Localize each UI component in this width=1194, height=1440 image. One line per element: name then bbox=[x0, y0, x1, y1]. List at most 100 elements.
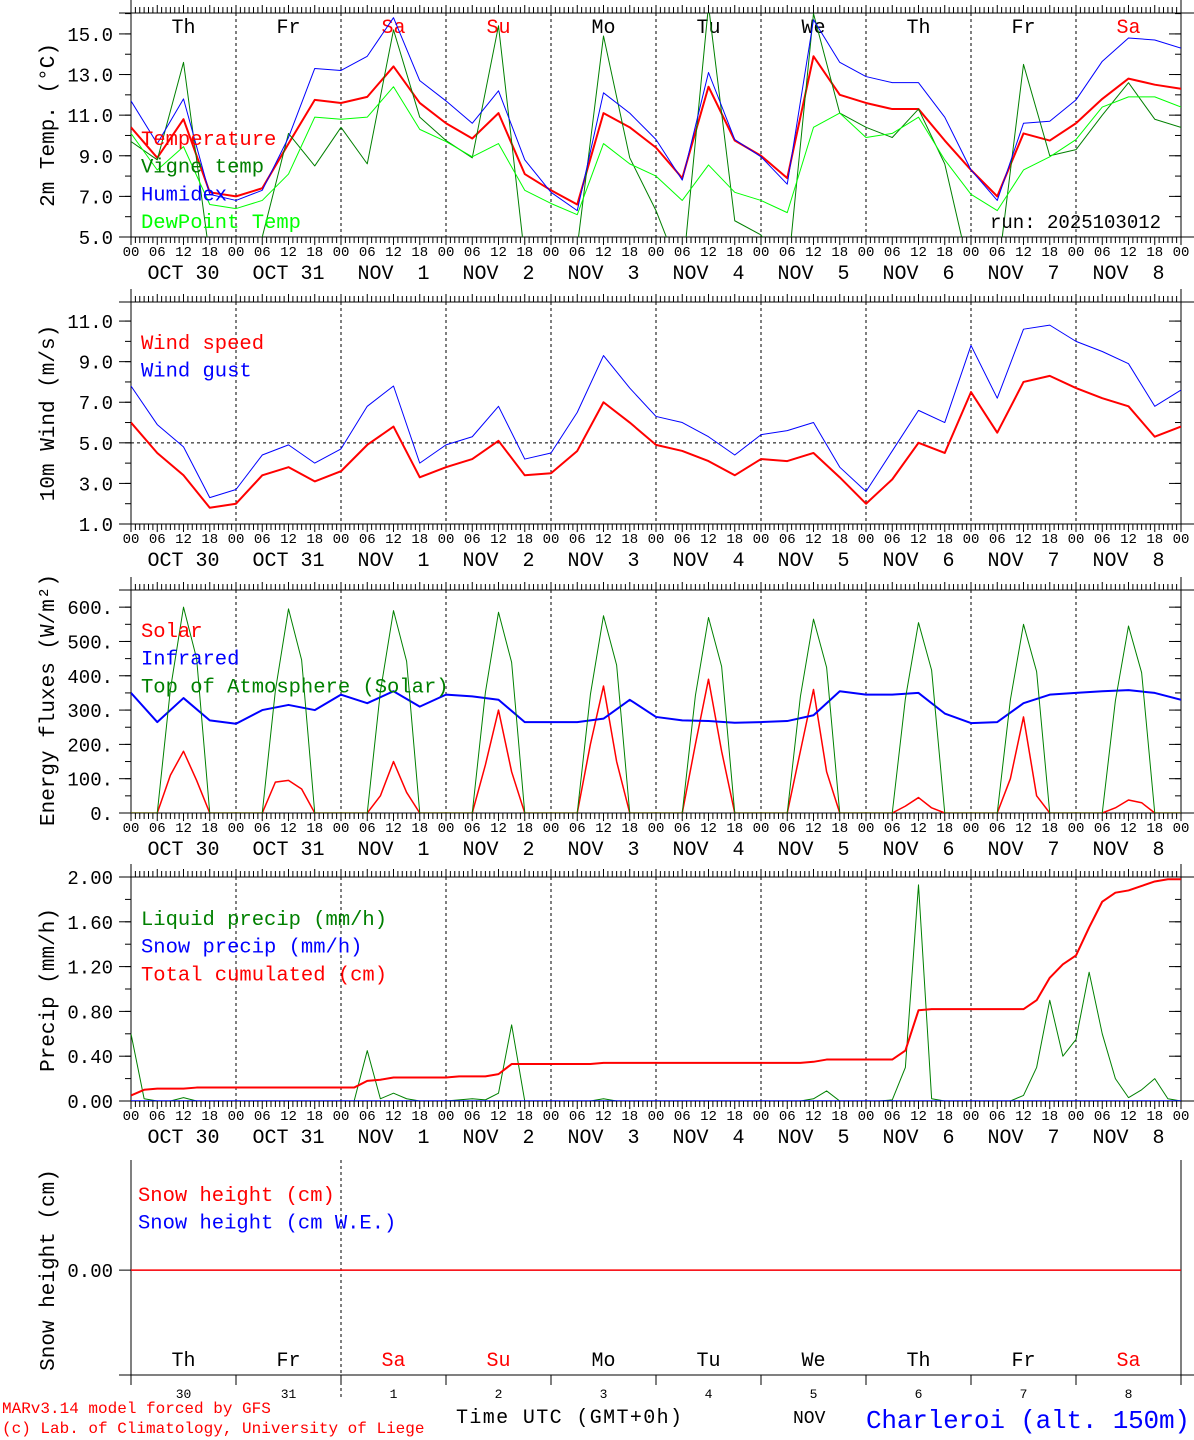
x-hour-label: 06 bbox=[1094, 532, 1111, 548]
legend-entry: Solar bbox=[141, 621, 203, 644]
x-hour-label: 00 bbox=[123, 1109, 140, 1125]
top-hour-ticks bbox=[130, 5, 1182, 13]
x-hour-label: 12 bbox=[1120, 1109, 1137, 1125]
x-date-label: NOV 4 bbox=[672, 263, 744, 286]
x-hour-label: 18 bbox=[726, 245, 743, 261]
y-tick-label: 9.0 bbox=[79, 353, 113, 375]
series-group bbox=[131, 324, 1181, 509]
x-hour-label: 00 bbox=[963, 532, 980, 548]
x-hour-label: 06 bbox=[1094, 821, 1111, 837]
weekday-label: Sa bbox=[381, 17, 405, 40]
x-hour-label: 00 bbox=[963, 1109, 980, 1125]
x-hour-label: 00 bbox=[858, 532, 875, 548]
x-hour-label: 00 bbox=[648, 821, 665, 837]
series-line-total-cumulated-cm bbox=[131, 878, 1181, 1097]
x-hour-label: 06 bbox=[674, 1109, 691, 1125]
y-tick-label: 5.0 bbox=[79, 434, 113, 456]
y-tick-label: 1.0 bbox=[79, 515, 113, 537]
series-group bbox=[131, 878, 1181, 1101]
x-hour-label: 12 bbox=[700, 1109, 717, 1125]
legend-entry: Temperature bbox=[141, 129, 276, 152]
weekday-label: Th bbox=[906, 1350, 930, 1373]
y-tick-label: 300. bbox=[67, 701, 113, 723]
legend-entry: Total cumulated (cm) bbox=[141, 964, 387, 987]
x-hour-label: 06 bbox=[779, 1109, 796, 1125]
x-hour-label: 12 bbox=[490, 1109, 507, 1125]
x-hour-label: 18 bbox=[621, 245, 638, 261]
x-date-label: OCT 30 bbox=[147, 263, 219, 286]
y-tick-label: 0.40 bbox=[67, 1047, 113, 1069]
legend-entry: Snow height (cm) bbox=[138, 1185, 335, 1208]
location-title: Charleroi (alt. 150m) bbox=[866, 1406, 1190, 1436]
x-date-label: NOV 2 bbox=[462, 1127, 534, 1150]
legend-entry: Vigne temp bbox=[141, 157, 264, 180]
x-hour-label: 12 bbox=[280, 532, 297, 548]
top-hour-ticks bbox=[130, 582, 1182, 590]
x-hour-label: 12 bbox=[280, 245, 297, 261]
weekday-label: Sa bbox=[381, 1350, 405, 1373]
series-line-wind-gust bbox=[131, 324, 1181, 499]
x-hour-label: 06 bbox=[779, 821, 796, 837]
x-hour-label: 12 bbox=[910, 821, 927, 837]
x-date-label: NOV 5 bbox=[777, 1127, 849, 1150]
y-axis-title: 2m Temp. (°C) bbox=[38, 43, 61, 207]
x-date-label: OCT 31 bbox=[252, 1127, 324, 1150]
x-date-label: OCT 30 bbox=[147, 839, 219, 862]
y-tick-label: 2.00 bbox=[67, 868, 113, 890]
x-date-label: OCT 31 bbox=[252, 263, 324, 286]
x-hour-label: 12 bbox=[595, 1109, 612, 1125]
y-tick-label: 1.60 bbox=[67, 913, 113, 935]
x-hour-label: 00 bbox=[963, 245, 980, 261]
y-tick-label: 7.0 bbox=[79, 393, 113, 415]
run-label: run: 2025103012 bbox=[990, 212, 1161, 234]
x-hour-label: 12 bbox=[490, 245, 507, 261]
x-hour-label: 12 bbox=[595, 821, 612, 837]
x-hour-label: 00 bbox=[858, 245, 875, 261]
x-hour-label: 00 bbox=[333, 245, 350, 261]
y-tick-label: 1.20 bbox=[67, 958, 113, 980]
x-hour-label: 06 bbox=[254, 1109, 271, 1125]
y-tick-label: 11.0 bbox=[67, 106, 113, 128]
x-date-label: NOV 3 bbox=[567, 550, 639, 573]
x-hour-label: 06 bbox=[464, 245, 481, 261]
x-hour-label: 06 bbox=[989, 1109, 1006, 1125]
x-hour-label: 12 bbox=[910, 1109, 927, 1125]
y-tick-label: 600. bbox=[67, 598, 113, 620]
x-hour-label: 06 bbox=[674, 245, 691, 261]
weekday-label: Sa bbox=[1116, 17, 1140, 40]
x-hour-label: 18 bbox=[201, 1109, 218, 1125]
day-number-label: 6 bbox=[915, 1387, 923, 1402]
day-number-label: 31 bbox=[281, 1387, 297, 1402]
x-hour-label: 06 bbox=[359, 1109, 376, 1125]
x-hour-label: 18 bbox=[411, 532, 428, 548]
x-hour-label: 06 bbox=[989, 532, 1006, 548]
x-hour-label: 00 bbox=[753, 245, 770, 261]
x-date-label: NOV 5 bbox=[777, 839, 849, 862]
x-hour-label: 18 bbox=[831, 532, 848, 548]
x-hour-label: 06 bbox=[569, 1109, 586, 1125]
x-hour-label: 06 bbox=[464, 821, 481, 837]
x-hour-label: 12 bbox=[1015, 821, 1032, 837]
x-date-label: NOV 8 bbox=[1092, 839, 1164, 862]
x-hour-label: 00 bbox=[1173, 532, 1190, 548]
x-hour-label: 06 bbox=[464, 532, 481, 548]
x-hour-label: 12 bbox=[595, 532, 612, 548]
series-line-solar bbox=[131, 678, 1181, 813]
x-hour-label: 06 bbox=[569, 245, 586, 261]
x-date-label: NOV 7 bbox=[987, 1127, 1059, 1150]
weekday-label: Fr bbox=[276, 1350, 300, 1373]
y-tick-label: 0.00 bbox=[67, 1261, 113, 1283]
x-hour-label: 00 bbox=[1173, 1109, 1190, 1125]
x-hour-label: 12 bbox=[805, 821, 822, 837]
x-hour-label: 12 bbox=[805, 245, 822, 261]
x-hour-label: 18 bbox=[831, 1109, 848, 1125]
x-hour-label: 12 bbox=[1015, 1109, 1032, 1125]
x-hour-label: 18 bbox=[621, 532, 638, 548]
x-hour-label: 18 bbox=[621, 1109, 638, 1125]
legend-entry: Snow height (cm W.E.) bbox=[138, 1213, 396, 1236]
x-hour-label: 00 bbox=[228, 532, 245, 548]
x-hour-label: 18 bbox=[516, 1109, 533, 1125]
x-hour-label: 06 bbox=[359, 532, 376, 548]
x-hour-label: 06 bbox=[569, 821, 586, 837]
x-hour-label: 06 bbox=[359, 821, 376, 837]
